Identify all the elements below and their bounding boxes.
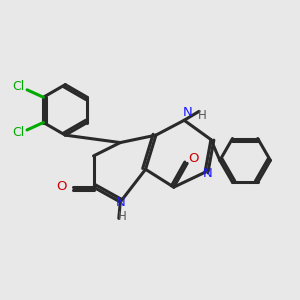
Text: Cl: Cl: [13, 126, 25, 140]
Text: Cl: Cl: [13, 80, 25, 93]
Text: N: N: [183, 106, 193, 119]
Text: N: N: [202, 167, 212, 180]
Text: H: H: [118, 210, 127, 223]
Text: O: O: [56, 180, 67, 193]
Text: H: H: [198, 109, 206, 122]
Text: O: O: [188, 152, 198, 164]
Text: N: N: [116, 196, 125, 209]
